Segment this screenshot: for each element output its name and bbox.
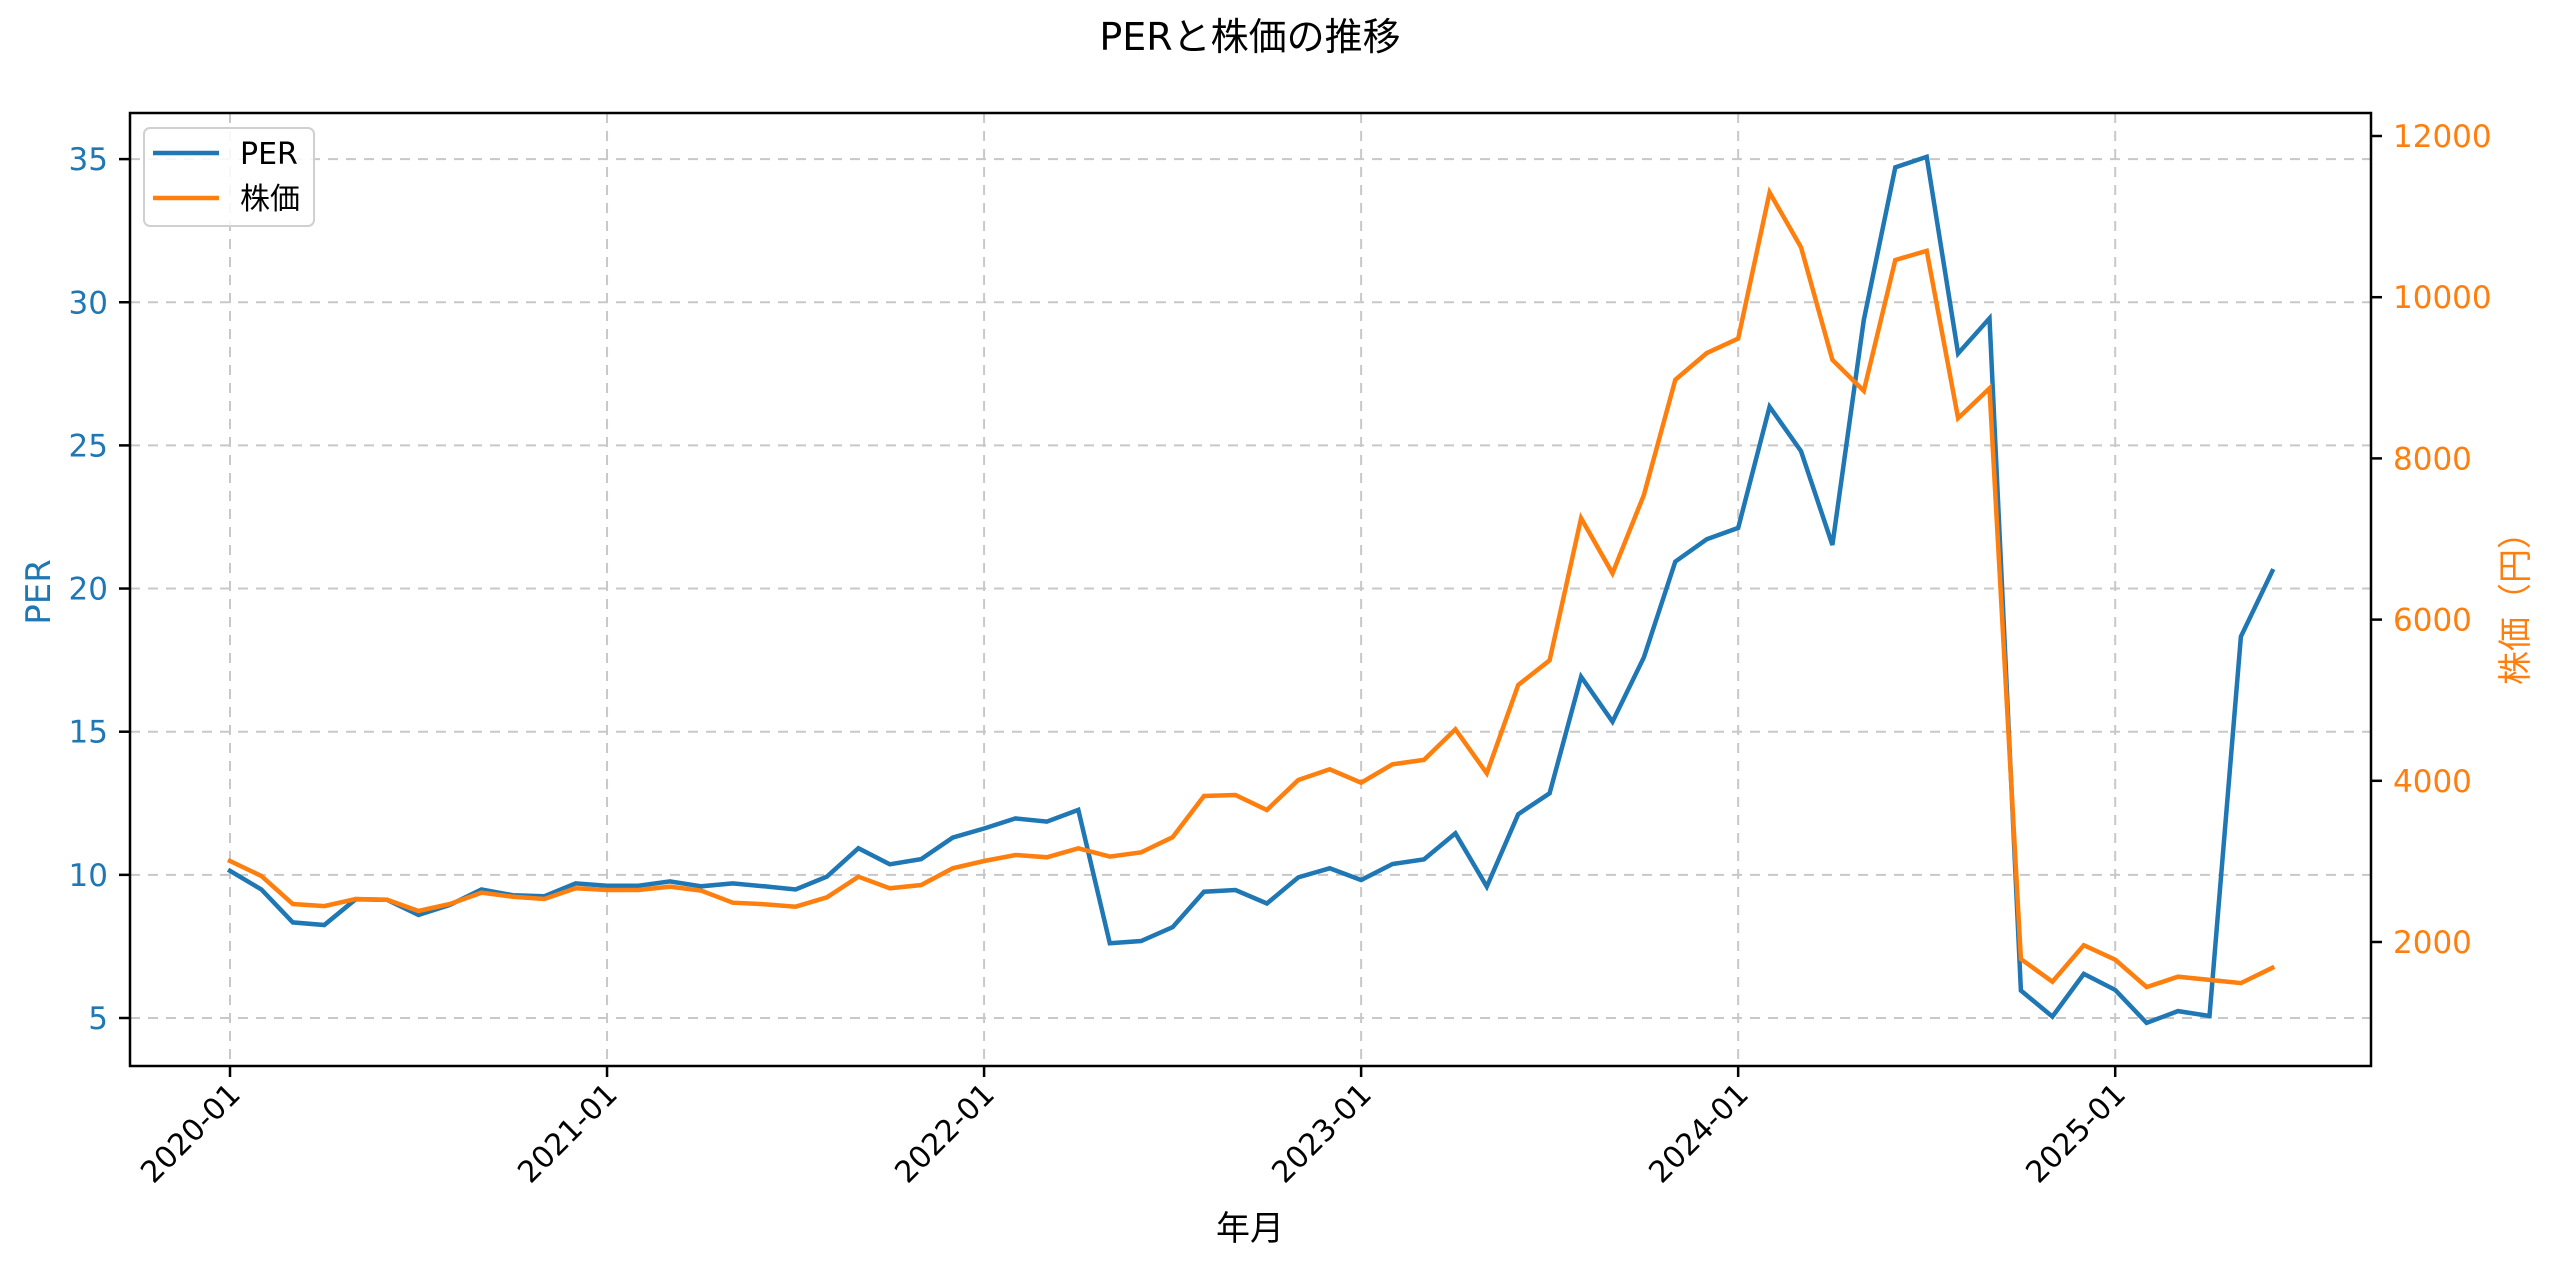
y-axis-label-left: PER: [19, 559, 59, 625]
x-tick-label: 2022-01: [888, 1077, 1001, 1190]
y-left-tick-label: 20: [69, 572, 108, 608]
x-axis: 2020-01 2021-01 2022-01 2023-01 2024-01 2025-…: [134, 1066, 2133, 1190]
y-right-tick-label: 10000: [2393, 280, 2492, 316]
y-axis-label-right: 株価（円）: [2496, 515, 2536, 685]
y-left-tick-label: 15: [69, 715, 108, 751]
legend-per-label: PER: [240, 137, 298, 172]
x-axis-label: 年月: [1216, 1209, 1284, 1249]
chart-title: PERと株価の推移: [1099, 15, 1400, 59]
left-y-axis: 5 10 15 20 25 30 35: [69, 142, 130, 1037]
legend-price-label: 株価: [240, 182, 300, 217]
y-left-tick-label: 10: [69, 858, 108, 894]
per-line: [226, 153, 2276, 1026]
y-right-tick-label: 2000: [2393, 925, 2472, 961]
price-line: [226, 186, 2276, 990]
legend: PER 株価: [143, 127, 315, 227]
right-y-axis: 2000 4000 6000 8000 10000 12000: [2371, 119, 2492, 961]
data-series: [226, 153, 2276, 1026]
x-tick-label: 2020-01: [134, 1077, 247, 1190]
x-tick-label: 2023-01: [1265, 1077, 1378, 1190]
grid-lines: [130, 113, 2371, 1066]
y-right-tick-label: 4000: [2393, 764, 2472, 800]
y-left-tick-label: 5: [88, 1001, 108, 1037]
y-left-tick-label: 35: [69, 142, 108, 178]
y-right-tick-label: 12000: [2393, 119, 2492, 155]
y-right-tick-label: 8000: [2393, 441, 2472, 477]
y-left-tick-label: 25: [69, 428, 108, 464]
y-left-tick-label: 30: [69, 285, 108, 321]
x-tick-label: 2025-01: [2019, 1077, 2132, 1190]
x-tick-label: 2024-01: [1642, 1077, 1755, 1190]
x-tick-label: 2021-01: [511, 1077, 624, 1190]
y-right-tick-label: 6000: [2393, 603, 2472, 639]
